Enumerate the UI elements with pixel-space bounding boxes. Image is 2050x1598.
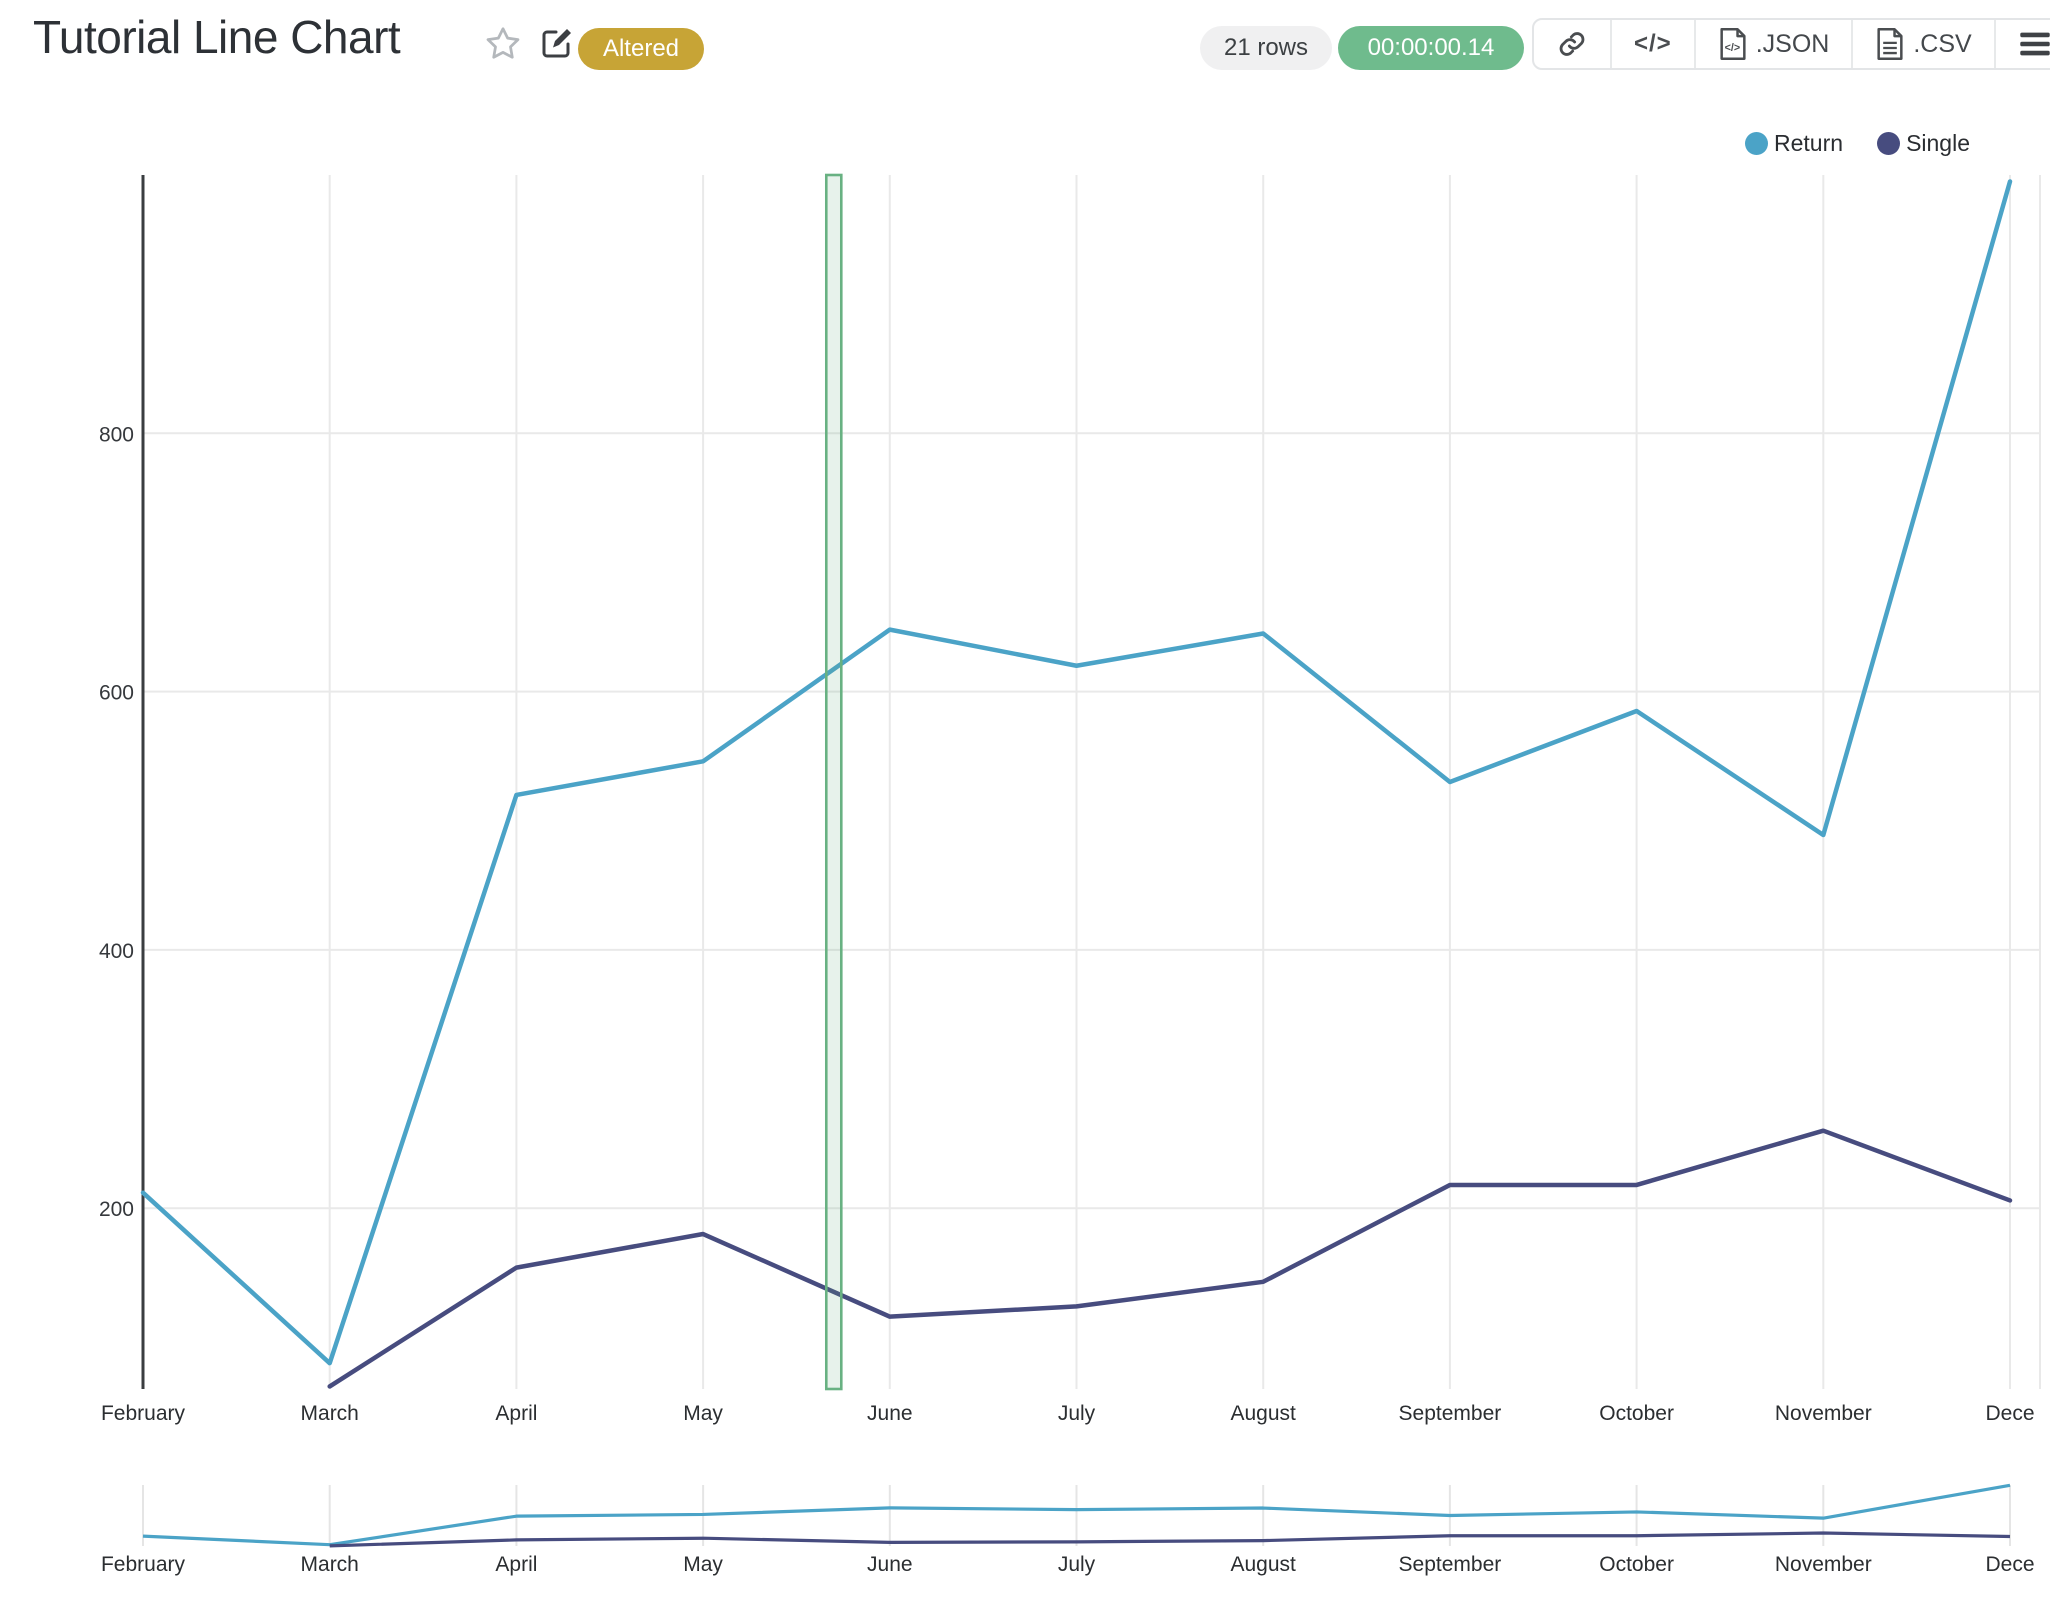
svg-text:September: September (1399, 1402, 1502, 1425)
svg-text:July: July (1058, 1553, 1096, 1576)
download-csv-label: .CSV (1913, 29, 1972, 58)
edit-pencil-icon[interactable] (540, 26, 574, 65)
altered-status-label: Altered (602, 35, 680, 62)
series-line-single (327, 1128, 2013, 1389)
page-title: Tutorial Line Chart (33, 11, 401, 63)
embed-code-button[interactable]: </> (1610, 20, 1694, 68)
query-runtime-label: 00:00:00.14 (1367, 34, 1495, 61)
y-tick-labels: 200 400 600 800 (99, 423, 134, 1221)
favorite-star-icon[interactable] (484, 24, 522, 67)
download-json-button[interactable]: </> .JSON (1693, 20, 1852, 68)
copy-link-button[interactable] (1534, 20, 1610, 68)
highlight-band[interactable] (824, 173, 843, 1391)
download-json-label: .JSON (1755, 29, 1830, 58)
svg-text:July: July (1058, 1402, 1096, 1425)
svg-text:August: August (1231, 1402, 1297, 1425)
export-toolbar: </> </> .JSON .CSV (1532, 18, 2050, 70)
single-series-dot (1877, 132, 1901, 155)
svg-text:200: 200 (99, 1198, 134, 1221)
header-bar: Tutorial Line Chart Altered 21 rows 00:0… (0, 0, 2050, 80)
link-icon (1559, 32, 1585, 56)
svg-text:October: October (1599, 1402, 1674, 1425)
svg-text:May: May (683, 1553, 723, 1576)
svg-text:Dece: Dece (1985, 1402, 2034, 1425)
svg-text:Dece: Dece (1985, 1553, 2034, 1576)
single-series-label: Single (1906, 130, 1970, 156)
chart-menu-button[interactable] (1993, 20, 2050, 68)
svg-text:June: June (867, 1553, 913, 1576)
code-icon: </> (1634, 30, 1672, 57)
svg-text:600: 600 (99, 682, 134, 705)
mini-series-line-single (329, 1531, 2011, 1548)
mini-series-line-return (142, 1483, 2011, 1547)
row-count-label: 21 rows (1223, 34, 1309, 61)
svg-text:March: March (301, 1553, 359, 1576)
range-slider[interactable]: February March April May June July August Septe… (101, 1483, 2035, 1576)
row-count-badge: 21 rows (1200, 26, 1332, 70)
csv-file-icon (1877, 28, 1903, 60)
x-tick-labels: February March April May June July August Septe… (101, 1402, 2035, 1425)
return-series-label: Return (1774, 130, 1844, 156)
svg-text:April: April (495, 1402, 537, 1425)
query-runtime-badge: 00:00:00.14 (1338, 26, 1524, 70)
json-file-icon: </> (1720, 28, 1746, 60)
svg-text:May: May (683, 1402, 723, 1425)
legend-item-single[interactable]: Single (1877, 130, 1970, 157)
y-gridlines (143, 432, 2040, 1210)
hamburger-icon (2019, 32, 2050, 56)
return-series-dot (1745, 132, 1769, 155)
altered-status-badge: Altered (578, 28, 704, 70)
svg-text:November: November (1775, 1553, 1872, 1576)
series-line-return (140, 179, 2013, 1366)
svg-text:800: 800 (99, 423, 134, 446)
svg-text:April: April (495, 1553, 537, 1576)
svg-text:</>: </> (1724, 42, 1740, 54)
svg-text:February: February (101, 1553, 186, 1576)
svg-text:March: March (301, 1402, 359, 1425)
svg-text:August: August (1231, 1553, 1297, 1576)
svg-text:400: 400 (99, 940, 134, 963)
svg-text:November: November (1775, 1402, 1872, 1425)
svg-text:October: October (1599, 1553, 1674, 1576)
svg-text:June: June (867, 1402, 913, 1425)
download-csv-button[interactable]: .CSV (1851, 20, 1993, 68)
chart-legend: Return Single (1745, 130, 1970, 157)
svg-text:September: September (1399, 1553, 1502, 1576)
svg-text:February: February (101, 1402, 186, 1425)
legend-item-return[interactable]: Return (1745, 130, 1843, 157)
